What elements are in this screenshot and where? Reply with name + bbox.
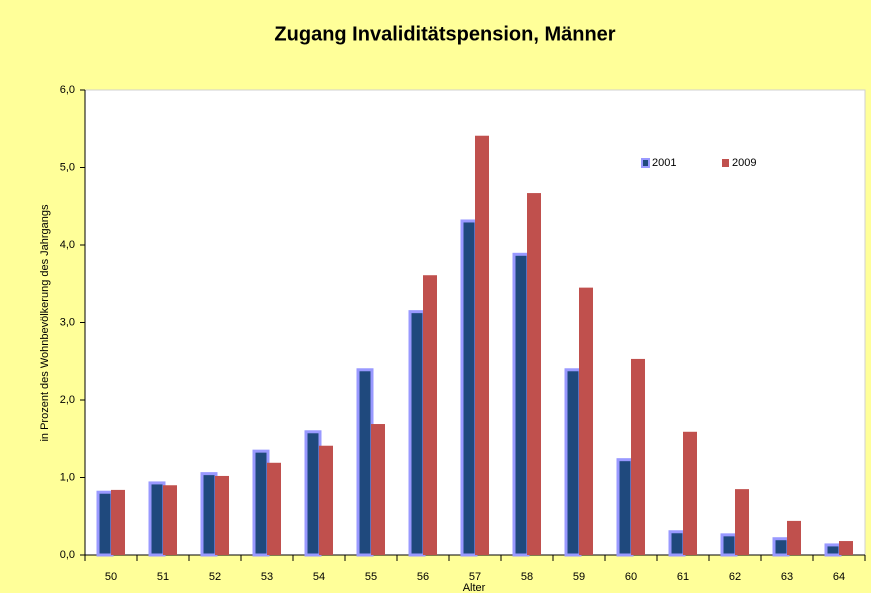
bar [564,368,582,557]
bar [267,462,281,555]
y-tick-label: 0,0 [60,549,75,561]
bar [423,275,437,555]
bar [215,475,229,555]
y-tick-label: 1,0 [60,471,75,483]
legend-label: 2001 [652,157,676,169]
y-axis-label: in Prozent des Wohnbevölkerung des Jahrg… [39,204,51,442]
bar [319,445,333,555]
legend-swatch [722,159,729,167]
bar [787,520,801,555]
y-tick-label: 2,0 [60,394,75,406]
bar [475,135,489,555]
x-tick-label: 59 [573,571,585,583]
x-tick-label: 64 [833,571,845,583]
x-tick-label: 57 [469,571,481,583]
bar [631,358,645,555]
bar [579,287,593,555]
bar [96,490,114,557]
bar [772,537,790,557]
bar [512,252,530,557]
bar [668,530,686,557]
x-tick-label: 60 [625,571,637,583]
y-tick-label: 5,0 [60,161,75,173]
legend-label: 2009 [732,157,756,169]
x-tick-label: 52 [209,571,221,583]
bar [163,485,177,555]
x-tick-label: 61 [677,571,689,583]
x-tick-label: 51 [157,571,169,583]
bar [460,219,478,557]
bar [200,472,218,557]
x-tick-label: 53 [261,571,273,583]
x-tick-label: 63 [781,571,793,583]
bar [304,430,322,557]
x-axis-label: Alter [463,582,486,593]
x-tick-label: 50 [105,571,117,583]
bar [252,449,270,557]
bar [527,193,541,555]
y-tick-label: 3,0 [60,316,75,328]
bar [371,424,385,555]
x-tick-label: 54 [313,571,325,583]
bar [839,541,853,555]
bar [356,368,374,557]
bar [111,489,125,555]
y-tick-label: 6,0 [60,84,75,96]
bar [683,431,697,555]
x-tick-label: 56 [417,571,429,583]
bar [148,481,166,557]
chart-title: Zugang Invaliditätspension, Männer [274,23,615,45]
bar [616,458,634,557]
legend-swatch [641,158,650,168]
bar [408,310,426,557]
bar [720,533,738,557]
x-tick-label: 58 [521,571,533,583]
bar [735,489,749,555]
x-tick-label: 55 [365,571,377,583]
y-tick-label: 4,0 [60,239,75,251]
bar [824,543,842,557]
x-tick-label: 62 [729,571,741,583]
